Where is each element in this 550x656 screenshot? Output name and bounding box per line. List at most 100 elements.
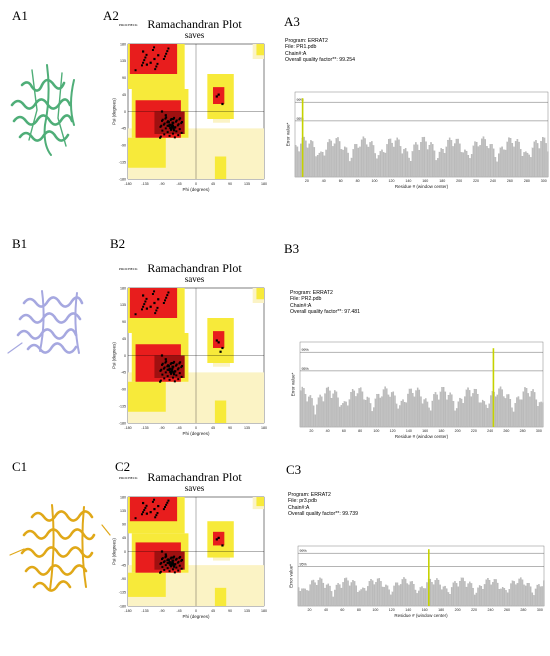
rama-point [180, 567, 183, 570]
errat-bar [513, 146, 515, 178]
rama-point [168, 561, 171, 564]
rama-point [173, 126, 176, 129]
errat-bar [517, 396, 520, 428]
errat-bar [348, 399, 351, 428]
errat-bar [381, 396, 383, 428]
errat-bar [470, 583, 473, 607]
errat-bar [317, 397, 320, 428]
errat-bar [538, 402, 541, 428]
errat-bar [376, 394, 378, 428]
errat-bar [494, 157, 497, 178]
errat-bar [395, 403, 398, 428]
rama-point [217, 536, 220, 539]
rama-point [170, 118, 173, 120]
errat-bar [353, 581, 356, 607]
rama-xtick-label: -135 [141, 609, 148, 613]
errat-bar [529, 396, 531, 428]
errat-bar [446, 588, 448, 607]
errat-bar [543, 580, 545, 607]
errat-bar [347, 152, 349, 178]
errat-xtick-label: 300 [536, 429, 542, 433]
errat-bar [377, 155, 380, 178]
rama-region-allowed [128, 572, 166, 597]
rama-point [172, 117, 175, 121]
errat-bar [305, 140, 307, 178]
rama-point [164, 299, 167, 302]
errat-bar [525, 151, 527, 178]
rama-point [221, 102, 224, 106]
errat-bar [314, 582, 316, 607]
errat-bar [408, 584, 410, 607]
rama-point [174, 120, 177, 123]
rama-point [166, 561, 169, 565]
errat-bar [497, 582, 499, 607]
rama-point [166, 365, 169, 368]
rama-point [164, 358, 167, 361]
errat-bar [450, 587, 453, 607]
errat-bar [464, 149, 466, 178]
errat-95-label: 95% [300, 562, 308, 566]
errat-bar [369, 142, 371, 178]
rama-ytick-label: -45 [121, 563, 126, 567]
rama-point [143, 59, 146, 62]
errat-bar [429, 410, 432, 428]
errat-svg: 99% 95% 20 40 60 80 100 120 140 160 180 200 220 240 26… [291, 341, 544, 439]
errat-bar [330, 398, 333, 428]
errat-bar [475, 389, 477, 428]
errat-bar [410, 388, 412, 428]
rama-point [173, 555, 176, 558]
rama-ytick-label: -135 [119, 404, 126, 408]
rama-point [177, 560, 180, 563]
errat-bar [432, 584, 435, 607]
errat-bar [464, 396, 466, 428]
errat-bar [345, 577, 348, 607]
errat-bar [460, 152, 463, 178]
rama-point [160, 110, 164, 113]
errat-bar [327, 583, 330, 607]
errat-bar [500, 588, 502, 607]
errat-bar [363, 588, 366, 607]
rama-point [151, 500, 154, 503]
errat-bar [412, 393, 414, 428]
panel-label-a1: A1 [12, 8, 28, 23]
errat-bar [366, 396, 369, 428]
errat-bar [495, 579, 497, 607]
rama-point [154, 312, 157, 315]
errat-bar [370, 579, 372, 607]
errat-bar [361, 391, 364, 428]
rama-point [160, 124, 163, 127]
rama-point [172, 365, 175, 368]
rama-point [154, 516, 157, 519]
rama-point [181, 558, 184, 561]
rama-point [164, 564, 167, 567]
errat-bar [393, 146, 395, 178]
rama-subtitle: saves [184, 483, 205, 493]
rama-point [163, 568, 166, 571]
errat-bar [320, 151, 322, 178]
errat-xtick-label: 260 [504, 608, 510, 612]
errat-bar [462, 152, 464, 178]
rama-point [177, 123, 180, 126]
errat-bar [338, 406, 341, 428]
rama-point [217, 341, 220, 344]
errat-bar [462, 403, 464, 428]
errat-95-label: 95% [297, 117, 305, 121]
errat-svg: 99% 95% 20 40 60 80 100 120 140 160 180 200 220 240 26… [286, 91, 549, 189]
rama-xtick-label: 90 [228, 182, 232, 186]
errat-bar [489, 144, 492, 178]
errat-bar [337, 583, 339, 607]
rama-point [140, 308, 143, 311]
errat-bar [505, 590, 507, 607]
errat-bar [503, 588, 506, 607]
rama-point [221, 346, 224, 350]
errat-bar [488, 403, 490, 428]
errat-bar [355, 396, 357, 428]
errat-xtick-label: 200 [455, 429, 461, 433]
errat-bar [344, 146, 346, 178]
errat-bar [541, 586, 543, 607]
rama-point [172, 565, 176, 568]
errat-bar [297, 587, 300, 607]
rama-point [180, 366, 183, 369]
errat-bar [451, 394, 453, 428]
rama-xtick-label: 90 [228, 426, 232, 430]
